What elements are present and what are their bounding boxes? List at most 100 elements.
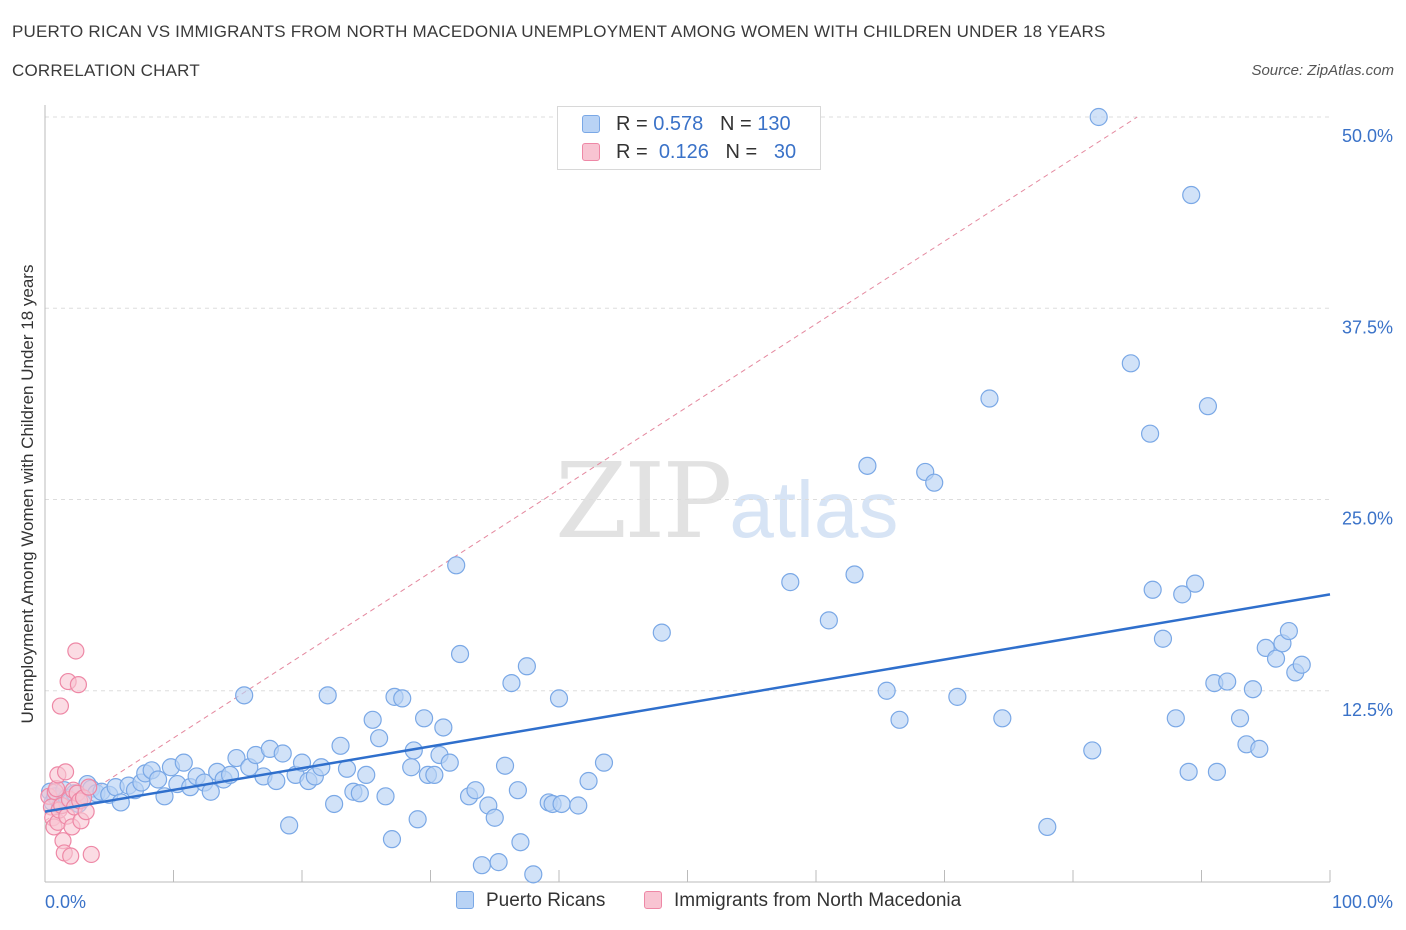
- data-point-puerto-ricans: [1292, 655, 1311, 674]
- y-tick-label: 12.5%: [1342, 700, 1393, 720]
- data-point-puerto-ricans: [1182, 185, 1201, 205]
- data-point-puerto-ricans: [450, 644, 470, 664]
- watermark-atlas: atlas: [729, 465, 899, 554]
- data-point-puerto-ricans: [357, 765, 376, 785]
- data-point-puerto-ricans: [549, 689, 569, 708]
- data-point-puerto-ricans: [447, 556, 466, 575]
- data-point-puerto-ricans: [980, 389, 999, 408]
- legend-label-north-macedonia: Immigrants from North Macedonia: [674, 890, 962, 911]
- data-point-puerto-ricans: [993, 709, 1012, 728]
- chart-title: PUERTO RICAN VS IMMIGRANTS FROM NORTH MA…: [12, 22, 1106, 41]
- legend-item-puerto-ricans: Puerto Ricans: [456, 890, 605, 912]
- data-point-north-macedonia: [51, 697, 70, 715]
- data-point-puerto-ricans: [350, 784, 369, 803]
- data-point-puerto-ricans: [472, 856, 491, 875]
- data-point-puerto-ricans: [402, 758, 421, 777]
- data-point-puerto-ricans: [148, 770, 168, 789]
- data-point-puerto-ricans: [273, 744, 292, 763]
- legend-r-label: R =: [616, 113, 648, 135]
- data-point-puerto-ricans: [1153, 629, 1173, 648]
- data-point-puerto-ricans: [594, 753, 614, 772]
- data-point-north-macedonia: [67, 642, 85, 660]
- data-point-puerto-ricans: [858, 456, 877, 475]
- data-point-north-macedonia: [69, 676, 88, 694]
- data-point-puerto-ricans: [312, 758, 331, 777]
- data-point-puerto-ricans: [363, 710, 382, 729]
- data-point-puerto-ricans: [434, 718, 453, 737]
- data-point-puerto-ricans: [552, 794, 571, 814]
- data-point-puerto-ricans: [819, 611, 838, 630]
- data-point-puerto-ricans: [1207, 762, 1227, 781]
- data-point-puerto-ricans: [948, 687, 967, 706]
- legend-n-label: N =: [725, 141, 758, 163]
- watermark: ZIPatlas: [555, 440, 898, 562]
- pink-swatch-icon: [582, 143, 600, 161]
- data-point-puerto-ricans: [517, 657, 536, 676]
- data-point-puerto-ricans: [495, 756, 515, 775]
- data-point-puerto-ricans: [1173, 585, 1192, 604]
- data-point-puerto-ricans: [111, 793, 130, 812]
- data-point-puerto-ricans: [502, 673, 521, 693]
- data-point-puerto-ricans: [579, 771, 598, 791]
- data-point-puerto-ricans: [1266, 649, 1286, 668]
- data-point-north-macedonia: [56, 763, 75, 781]
- chart-subtitle: CORRELATION CHART: [12, 61, 200, 80]
- legend-n-label: N =: [719, 113, 752, 135]
- data-point-puerto-ricans: [781, 573, 800, 592]
- data-point-puerto-ricans: [508, 781, 527, 800]
- data-point-puerto-ricans: [877, 681, 896, 700]
- data-point-puerto-ricans: [414, 709, 434, 728]
- data-point-puerto-ricans: [511, 833, 530, 852]
- data-point-puerto-ricans: [425, 765, 444, 785]
- data-point-puerto-ricans: [440, 753, 459, 772]
- data-point-puerto-ricans: [485, 808, 504, 827]
- watermark-zip: ZIP: [555, 440, 732, 562]
- y-tick-label: 50.0%: [1342, 126, 1393, 146]
- trendline-puerto-ricans: [44, 593, 1331, 813]
- data-point-puerto-ricans: [1166, 709, 1185, 728]
- data-point-puerto-ricans: [1230, 709, 1250, 728]
- data-point-north-macedonia: [80, 778, 98, 796]
- pink-swatch-icon: [644, 891, 662, 909]
- legend-n-value-blue: 130: [757, 113, 791, 135]
- data-point-puerto-ricans: [227, 748, 246, 768]
- data-point-puerto-ricans: [267, 771, 286, 791]
- data-point-puerto-ricans: [845, 565, 864, 584]
- trendline-north-macedonia: [44, 116, 1138, 822]
- data-point-puerto-ricans: [1140, 424, 1160, 443]
- legend-r-value-pink: 0.126: [658, 141, 709, 163]
- data-point-north-macedonia: [62, 847, 80, 865]
- data-point-puerto-ricans: [1083, 741, 1102, 760]
- data-point-puerto-ricans: [174, 753, 193, 772]
- data-point-puerto-ricans: [325, 794, 344, 814]
- x-tick-label: 0.0%: [45, 892, 86, 912]
- data-point-puerto-ricans: [318, 686, 337, 705]
- data-point-puerto-ricans: [1179, 762, 1198, 781]
- data-point-puerto-ricans: [466, 781, 485, 800]
- data-point-puerto-ricans: [280, 816, 299, 835]
- legend-label-puerto-ricans: Puerto Ricans: [486, 890, 606, 911]
- data-point-puerto-ricans: [376, 787, 395, 806]
- y-axis-label: Unemployment Among Women with Children U…: [18, 264, 37, 724]
- data-point-puerto-ricans: [1218, 672, 1237, 691]
- legend-r-label: R =: [616, 141, 648, 163]
- blue-swatch-icon: [456, 891, 474, 909]
- data-point-puerto-ricans: [331, 736, 350, 755]
- data-point-puerto-ricans: [524, 865, 543, 884]
- data-point-puerto-ricans: [1279, 621, 1298, 641]
- data-point-puerto-ricans: [235, 686, 254, 705]
- data-point-puerto-ricans: [1089, 107, 1108, 127]
- data-point-puerto-ricans: [1198, 397, 1218, 416]
- data-point-puerto-ricans: [489, 853, 508, 872]
- data-point-puerto-ricans: [1038, 817, 1057, 837]
- y-tick-label: 25.0%: [1342, 509, 1393, 529]
- source-label: Source: ZipAtlas.com: [1251, 62, 1394, 79]
- legend-r-value-blue: 0.578: [653, 113, 704, 135]
- data-point-puerto-ricans: [1243, 680, 1263, 699]
- data-point-puerto-ricans: [925, 473, 944, 492]
- data-point-puerto-ricans: [1185, 574, 1205, 593]
- correlation-legend: R = 0.578 N = 130 R = 0.126 N = 30: [557, 106, 821, 170]
- data-point-north-macedonia: [82, 845, 100, 864]
- data-point-puerto-ricans: [890, 710, 909, 729]
